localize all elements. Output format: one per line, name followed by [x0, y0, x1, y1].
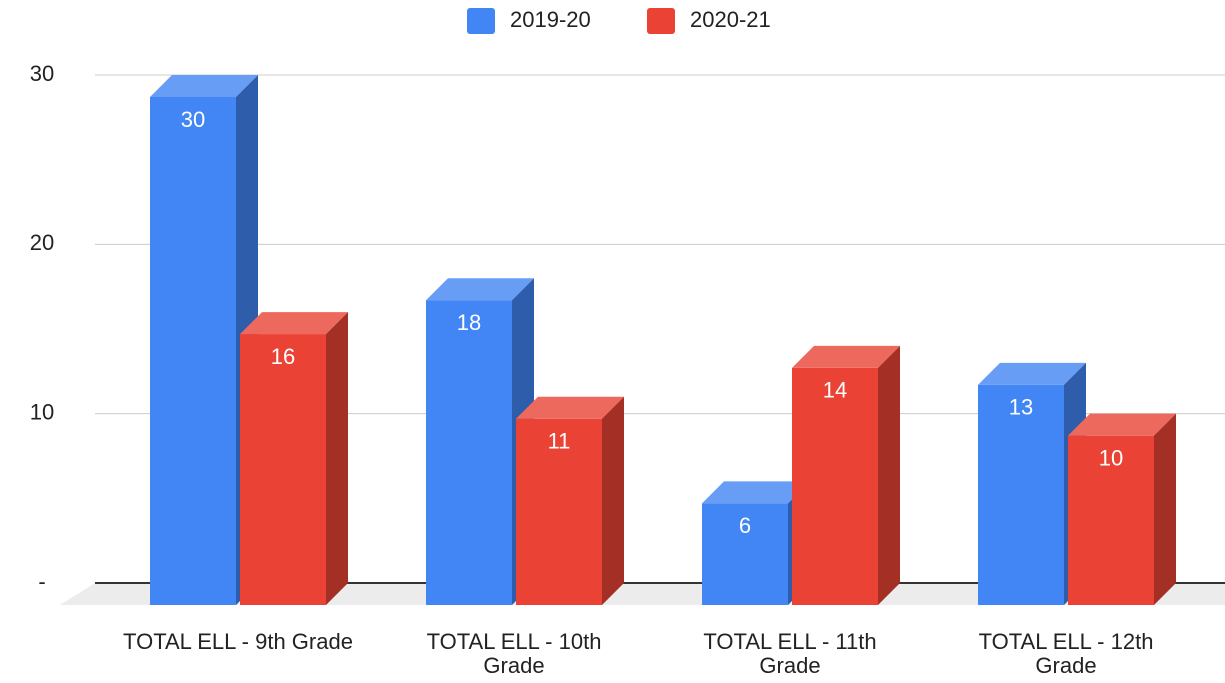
y-tick-label: 20 [30, 230, 54, 255]
bar-front [702, 503, 788, 605]
value-label: 13 [1009, 395, 1033, 420]
y-tick-label: 10 [30, 399, 54, 424]
legend-swatch [647, 8, 675, 34]
y-tick-label: - [38, 569, 45, 594]
bar-side [326, 312, 348, 605]
value-label: 11 [548, 429, 571, 454]
bar-top [792, 345, 900, 368]
y-tick-label: 30 [30, 61, 54, 86]
bar-front [426, 300, 512, 605]
value-label: 18 [457, 310, 481, 335]
value-label: 30 [181, 107, 205, 132]
legend-label: 2019-20 [510, 7, 591, 32]
bar-side [602, 396, 624, 605]
bar-top [702, 481, 810, 504]
x-tick-label: TOTAL ELL - 10th Grade [426, 629, 602, 678]
legend-swatch [467, 8, 495, 34]
legend-label: 2020-21 [690, 7, 771, 32]
bar-top [978, 362, 1086, 385]
bar-front [1068, 435, 1154, 605]
bar-side [878, 345, 900, 605]
bar-front [978, 384, 1064, 605]
bar-top [516, 396, 624, 419]
bar-front [150, 97, 236, 605]
x-tick-label: TOTAL ELL - 11th Grade [703, 629, 877, 678]
value-label: 10 [1099, 445, 1123, 470]
bar-top [1068, 413, 1176, 436]
bar-front [516, 418, 602, 605]
x-tick-label: TOTAL ELL - 12th Grade [978, 629, 1154, 678]
x-tick-label: TOTAL ELL - 9th Grade [123, 629, 353, 654]
value-label: 6 [739, 513, 751, 538]
bar-front [240, 334, 326, 605]
bar-front [792, 367, 878, 605]
bar-side [1154, 413, 1176, 605]
value-label: 16 [271, 344, 295, 369]
value-label: 14 [823, 378, 847, 403]
floor [60, 583, 1225, 605]
bar-top [150, 75, 258, 97]
bar-top [240, 312, 348, 335]
bar-top [426, 278, 534, 301]
